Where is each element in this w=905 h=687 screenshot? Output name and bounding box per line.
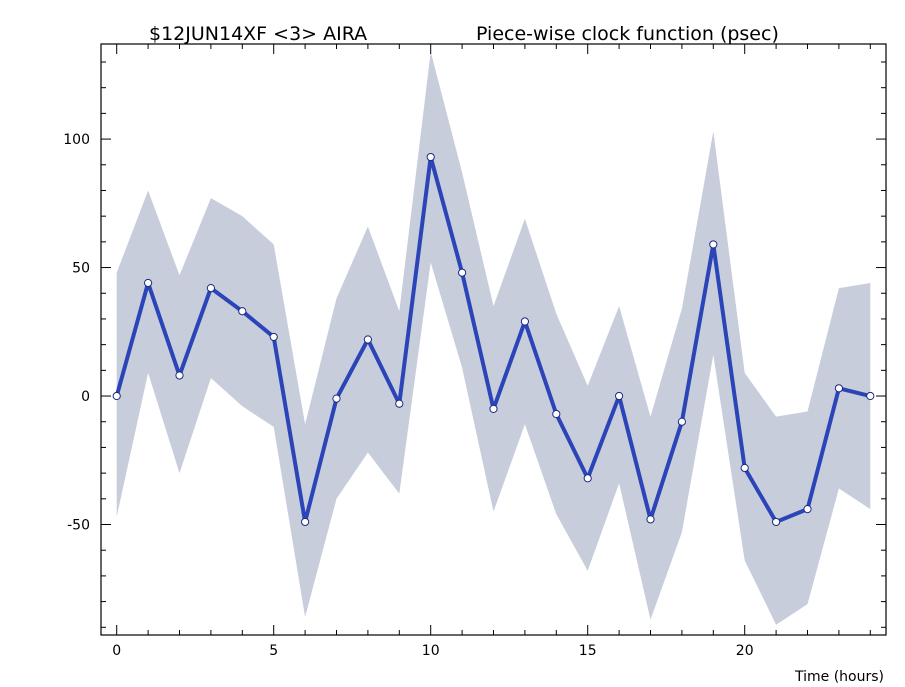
uncertainty-band-layer xyxy=(116,51,871,625)
data-point xyxy=(520,317,530,326)
x-tick-label: 5 xyxy=(269,643,278,659)
y-tick-label: -50 xyxy=(67,518,90,534)
y-tick-label: 0 xyxy=(81,389,90,405)
data-point xyxy=(269,332,278,342)
y-tick-label: 100 xyxy=(63,132,90,148)
data-point xyxy=(740,463,749,473)
data-point xyxy=(772,517,781,527)
data-point xyxy=(709,240,718,249)
data-point xyxy=(615,391,624,401)
x-axis-label: Time (hours) xyxy=(794,669,884,685)
data-point xyxy=(646,515,655,524)
data-point xyxy=(238,307,247,316)
data-point xyxy=(175,371,184,380)
data-point xyxy=(489,404,498,413)
chart-title-left: $12JUN14XF <3> AIRA xyxy=(149,23,367,45)
axis-ticks xyxy=(101,44,886,635)
data-point xyxy=(395,399,404,408)
y-tick-label: 50 xyxy=(72,261,90,277)
x-tick-label: 10 xyxy=(422,643,440,659)
data-point xyxy=(552,409,561,419)
data-point xyxy=(803,504,812,514)
data-point-layer xyxy=(112,152,875,527)
x-tick-label: 0 xyxy=(112,643,121,659)
x-tick-label: 20 xyxy=(736,643,754,659)
x-tick-label: 15 xyxy=(579,643,597,659)
uncertainty-band xyxy=(116,51,871,625)
data-point xyxy=(677,417,687,426)
data-point xyxy=(426,152,435,162)
chart-title-right: Piece-wise clock function (psec) xyxy=(476,23,779,45)
data-point xyxy=(363,335,372,344)
data-point xyxy=(206,284,215,293)
x-tick-labels: 0 5 10 15 20 xyxy=(112,643,753,659)
data-point xyxy=(112,391,121,401)
data-point xyxy=(866,391,875,401)
data-point xyxy=(458,268,467,277)
y-tick-labels: -50 0 50 100 xyxy=(63,132,90,533)
data-point xyxy=(144,278,153,288)
data-point xyxy=(834,384,844,393)
data-point xyxy=(583,474,592,483)
data-point xyxy=(301,517,310,527)
data-point xyxy=(332,394,341,403)
chart-title: $12JUN14XF <3> AIRA Piece-wise clock fun… xyxy=(149,23,779,45)
